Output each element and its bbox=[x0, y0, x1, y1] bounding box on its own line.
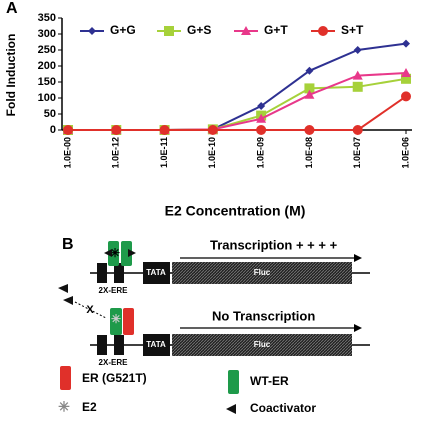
legend-label: Coactivator bbox=[250, 401, 316, 415]
reporter-box bbox=[172, 334, 352, 356]
y-tick-label: 200 bbox=[38, 60, 56, 72]
diagram: B ✳ Transcription + + + + 2X-ERE TATA Fl… bbox=[58, 236, 370, 415]
legend-marker bbox=[88, 27, 96, 35]
legend-marker bbox=[241, 26, 251, 35]
marker bbox=[352, 81, 363, 92]
e2-icon: ✳ bbox=[110, 246, 120, 260]
y-tick-label: 250 bbox=[38, 44, 56, 56]
plot: 0 50 100 150 200 250 300 350 1.0E-00 1.0E-12 1.0E-… bbox=[38, 12, 412, 169]
legend-icon: ✳ bbox=[58, 399, 70, 415]
legend-label: E2 bbox=[82, 400, 97, 414]
ere-label: 2X-ERE bbox=[99, 358, 129, 367]
marker bbox=[402, 39, 410, 48]
marker bbox=[111, 125, 122, 135]
y-tick-label: 300 bbox=[38, 28, 56, 40]
x-tick-label: 1.0E-07 bbox=[352, 137, 362, 169]
y-tick-label: 100 bbox=[38, 92, 56, 104]
legend-icon bbox=[226, 404, 236, 414]
marker bbox=[352, 70, 363, 80]
x-tick-label: 1.0E-12 bbox=[111, 137, 121, 169]
blocked-arrow bbox=[74, 301, 107, 319]
marker bbox=[257, 102, 266, 110]
x-axis-label: E2 Concentration (M) bbox=[165, 203, 306, 219]
legend-label: G+G bbox=[110, 23, 136, 37]
marker bbox=[304, 83, 315, 94]
tata-label: TATA bbox=[146, 268, 166, 277]
arrow-head bbox=[354, 254, 362, 262]
marker bbox=[304, 89, 315, 99]
x-tick-label: 1.0E-06 bbox=[400, 137, 410, 169]
mutant-er bbox=[123, 308, 134, 335]
legend-label: G+T bbox=[264, 23, 288, 37]
reporter-box bbox=[172, 262, 352, 284]
marker bbox=[304, 125, 315, 135]
wt-er bbox=[121, 241, 132, 266]
ere-box bbox=[97, 263, 107, 283]
marker bbox=[401, 68, 411, 78]
panel-label: B bbox=[62, 236, 74, 253]
tata-box bbox=[143, 262, 170, 284]
row-text: Transcription + + + + bbox=[210, 237, 338, 252]
marker bbox=[401, 91, 411, 102]
ere-box bbox=[114, 263, 124, 283]
legend-marker bbox=[318, 26, 328, 36]
y-tick-label: 50 bbox=[44, 108, 56, 120]
wt-er bbox=[110, 308, 122, 335]
block-mark: X bbox=[86, 304, 94, 316]
reporter-label: Fluc bbox=[254, 340, 271, 349]
y-tick-label: 350 bbox=[38, 12, 56, 24]
legend-swatch bbox=[60, 366, 71, 390]
marker bbox=[159, 125, 170, 135]
marker bbox=[207, 125, 218, 135]
wt-er bbox=[108, 241, 119, 266]
legend-marker bbox=[164, 26, 174, 36]
ere-label: 2X-ERE bbox=[99, 286, 129, 295]
arrow-head bbox=[354, 324, 362, 332]
ere-box bbox=[97, 335, 107, 355]
e2-icon: ✳ bbox=[111, 312, 121, 326]
marker bbox=[63, 125, 73, 135]
reporter-label: Fluc bbox=[254, 268, 271, 277]
y-tick-label: 0 bbox=[50, 124, 56, 136]
ere-box bbox=[114, 335, 124, 355]
series-line bbox=[68, 95, 407, 131]
x-tick-label: 1.0E-00 bbox=[62, 137, 72, 169]
legend-label: S+T bbox=[341, 23, 364, 37]
coactivator-icon bbox=[58, 284, 73, 305]
legend-swatch bbox=[228, 370, 239, 394]
x-tick-label: 1.0E-10 bbox=[207, 137, 217, 169]
marker bbox=[352, 125, 363, 135]
y-tick-label: 150 bbox=[38, 76, 56, 88]
marker bbox=[305, 66, 314, 75]
x-tick-label: 1.0E-11 bbox=[159, 137, 169, 168]
legend-label: ER (G521T) bbox=[82, 371, 147, 385]
tata-box bbox=[143, 334, 170, 356]
marker bbox=[401, 73, 411, 84]
coactivator-icon bbox=[104, 249, 136, 257]
tata-label: TATA bbox=[146, 340, 166, 349]
y-axis-label: Fold Induction bbox=[4, 34, 18, 117]
row-text: No Transcription bbox=[212, 308, 315, 323]
legend-label: G+S bbox=[187, 23, 211, 37]
legend-label: WT-ER bbox=[250, 374, 289, 388]
marker bbox=[353, 46, 362, 54]
marker bbox=[256, 113, 267, 123]
x-tick-label: 1.0E-09 bbox=[256, 137, 266, 169]
marker bbox=[256, 125, 267, 135]
x-tick-label: 1.0E-08 bbox=[304, 137, 314, 169]
panel-label: A bbox=[6, 0, 18, 17]
